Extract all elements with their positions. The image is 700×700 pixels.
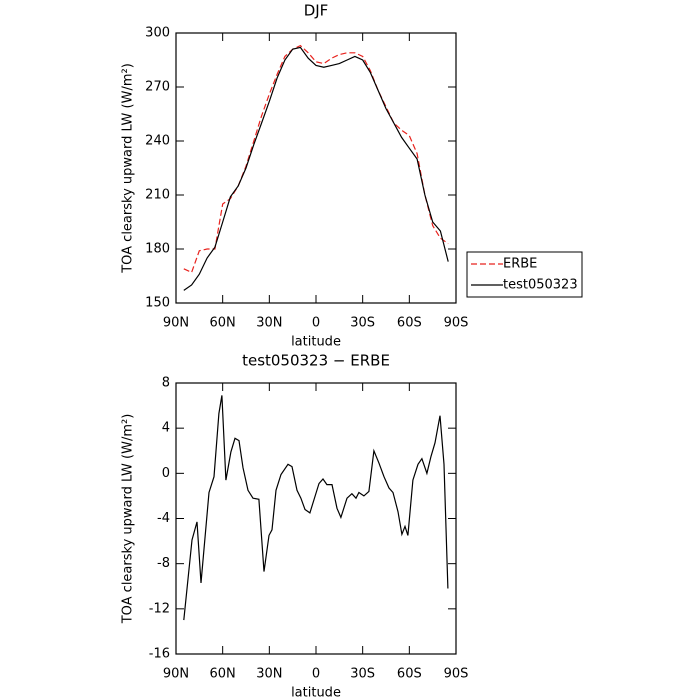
x-axis-label: latitude	[291, 335, 341, 350]
data-line	[183, 46, 449, 291]
y-tick-label: 4	[162, 421, 170, 436]
y-tick-label: 210	[145, 188, 170, 203]
y-tick-label: -16	[149, 647, 170, 662]
legend-box	[466, 251, 583, 298]
data-line	[183, 44, 449, 274]
y-tick-label: 270	[145, 80, 170, 95]
x-tick-label: 60N	[210, 316, 236, 331]
data-line	[183, 395, 449, 621]
y-tick-label: 150	[145, 296, 170, 311]
y-tick-label: -12	[149, 601, 170, 616]
legend-label: ERBE	[503, 257, 537, 272]
x-tick-label: 30N	[256, 667, 282, 682]
chart-title: DJF	[304, 2, 329, 20]
chart-title: test050323 − ERBE	[242, 352, 390, 370]
x-tick-label: 90N	[163, 667, 189, 682]
x-tick-label: 90S	[444, 667, 469, 682]
plot-frame	[175, 32, 457, 304]
x-tick-label: 90N	[163, 316, 189, 331]
x-tick-label: 0	[312, 667, 320, 682]
x-tick-label: 30S	[350, 316, 375, 331]
x-tick-label: 60N	[210, 667, 236, 682]
legend-label: test050323	[503, 278, 578, 293]
y-tick-label: 300	[145, 26, 170, 41]
y-tick-label: -4	[157, 511, 170, 526]
x-tick-label: 30S	[350, 667, 375, 682]
x-axis-label: latitude	[291, 686, 341, 700]
y-axis-label: TOA clearsky upward LW (W/m²)	[121, 414, 136, 625]
y-tick-label: 8	[162, 376, 170, 391]
y-tick-label: 240	[145, 134, 170, 149]
x-tick-label: 60S	[397, 667, 422, 682]
y-tick-label: 0	[162, 466, 170, 481]
y-axis-label: TOA clearsky upward LW (W/m²)	[121, 63, 136, 274]
y-tick-label: -8	[157, 556, 170, 571]
x-tick-label: 90S	[444, 316, 469, 331]
plot-frame	[175, 382, 457, 655]
x-tick-label: 30N	[256, 316, 282, 331]
x-tick-label: 0	[312, 316, 320, 331]
x-tick-label: 60S	[397, 316, 422, 331]
y-tick-label: 180	[145, 242, 170, 257]
